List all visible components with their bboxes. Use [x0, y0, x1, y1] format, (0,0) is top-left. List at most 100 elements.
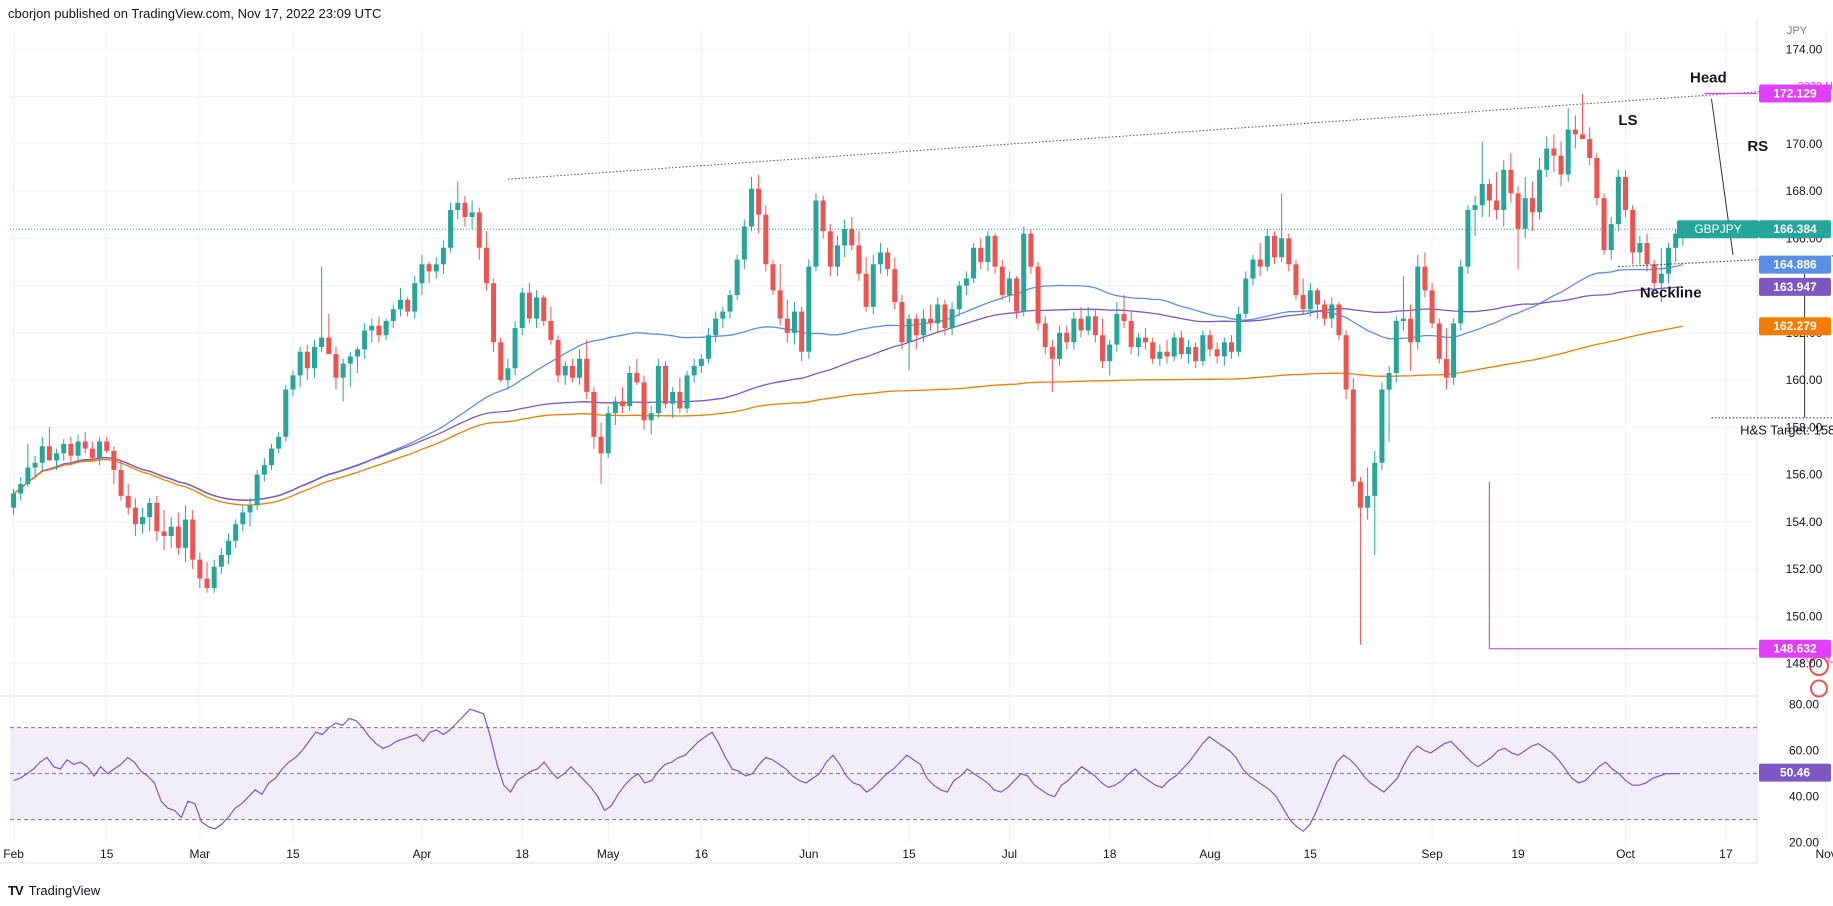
candle-body [1322, 304, 1328, 319]
candle-body [462, 202, 468, 218]
candle-body [978, 247, 984, 262]
candle-body [985, 235, 991, 262]
candle-body [362, 330, 368, 350]
price-tick-label: 148.00 [1786, 657, 1823, 671]
candle-body [455, 202, 461, 210]
candle-body [1673, 233, 1679, 248]
candle-body [612, 401, 618, 414]
candle-body [448, 209, 454, 248]
candle-body [598, 436, 604, 454]
time-tick-label: 16 [695, 847, 709, 861]
candle-body [885, 252, 891, 270]
candle-body [25, 467, 31, 485]
candle-body [419, 264, 425, 284]
candle-body [641, 382, 647, 421]
candle-body [1537, 169, 1543, 213]
candle-body [433, 264, 439, 272]
candle-body [405, 299, 411, 312]
event-flag-icon [1809, 679, 1828, 698]
candle-body [720, 311, 726, 319]
candle-body [1379, 389, 1385, 463]
candle-body [1630, 209, 1636, 253]
price-badge-2022-high: 172.129 [1773, 86, 1817, 100]
candle-body [1135, 337, 1141, 348]
candle-body [512, 328, 518, 369]
candle-body [577, 358, 583, 378]
time-tick-label: 15 [902, 847, 916, 861]
tradingview-branding[interactable]: TV TradingView [8, 883, 100, 898]
time-tick-label: Jun [799, 847, 818, 861]
price-tick-label: 174.00 [1786, 42, 1823, 56]
rsi-pane: 20.00 40.00 60.00 80.00 50.46 [10, 698, 1831, 850]
candle-body [605, 413, 611, 454]
candle-body [799, 311, 805, 352]
candle-body [319, 337, 325, 348]
candle-body [935, 304, 941, 324]
candle-body [1443, 358, 1449, 378]
candle-body [770, 264, 776, 291]
candle-body [197, 559, 203, 579]
time-tick-label: Aug [1199, 847, 1220, 861]
rsi-current-badge: 50.46 [1780, 766, 1810, 780]
candle-body [1221, 342, 1227, 357]
candle-body [483, 247, 489, 284]
candle-body [791, 311, 797, 333]
label-head: Head [1690, 69, 1727, 86]
candle-body [1049, 347, 1055, 359]
candle-body [276, 436, 282, 449]
candle-body [856, 245, 862, 274]
label-right-shoulder: RS [1747, 138, 1768, 155]
price-badge-ma50: 164.886 [1773, 258, 1817, 272]
candle-body [569, 365, 575, 378]
candle-body [1357, 481, 1363, 508]
candle-body [340, 363, 346, 378]
candle-body [268, 448, 274, 466]
candle-body [899, 302, 905, 343]
candle-body [1157, 351, 1163, 359]
candle-body [956, 285, 962, 310]
candle-body [1042, 323, 1048, 348]
price-badge-ma50-bg [1759, 255, 1831, 274]
candle-body [1164, 351, 1170, 357]
grid-lines [10, 28, 1827, 845]
time-tick-label: 15 [100, 847, 114, 861]
time-tick-label: 18 [516, 847, 530, 861]
candle-body [1085, 316, 1091, 331]
candle-body [1608, 224, 1614, 251]
candle-body [218, 554, 224, 567]
candle-body [1314, 290, 1320, 305]
candle-body [734, 259, 740, 296]
time-tick-label: Sep [1421, 847, 1443, 861]
rsi-line [13, 708, 1680, 832]
candle-body [54, 453, 60, 461]
candle-body [1551, 148, 1557, 156]
candle-body [1236, 313, 1242, 352]
price-tick-label: 160.00 [1786, 373, 1823, 387]
price-badge-2022-high-bg [1759, 84, 1831, 103]
candle-body [849, 228, 855, 246]
candle-body [1114, 313, 1120, 345]
candle-body [584, 358, 590, 392]
candle-body [1601, 198, 1607, 251]
price-badge-ma200: 162.279 [1773, 319, 1817, 333]
candle-body [756, 188, 762, 215]
candles-group [11, 94, 1686, 645]
candle-body [1035, 266, 1041, 324]
candle-body [534, 297, 540, 319]
candle-body [469, 212, 475, 218]
candle-body [1121, 313, 1127, 322]
candle-body [1666, 247, 1672, 274]
candle-body [663, 365, 669, 404]
candle-body [698, 358, 704, 366]
candle-body [247, 505, 253, 513]
tradingview-logo-icon: TV [8, 883, 24, 898]
candle-body [46, 446, 52, 461]
candle-body [1028, 233, 1034, 267]
candle-body [1078, 318, 1084, 331]
candle-body [1529, 198, 1535, 213]
candle-body [562, 365, 568, 376]
candle-body [1479, 183, 1485, 206]
candle-body [942, 304, 948, 329]
candle-body [784, 318, 790, 333]
